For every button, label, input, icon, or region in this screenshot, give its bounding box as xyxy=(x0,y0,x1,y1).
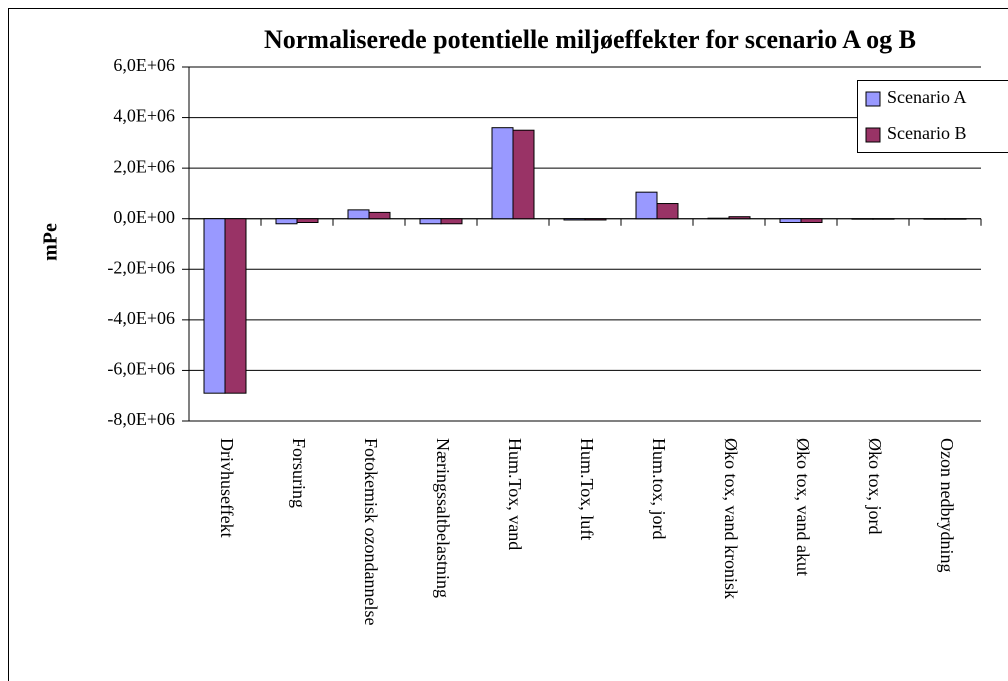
bar xyxy=(512,129,535,220)
bar xyxy=(779,218,802,224)
bar xyxy=(728,216,751,220)
bar xyxy=(296,218,319,224)
x-tick-label: Drivhuseffekt xyxy=(217,438,237,538)
legend-box xyxy=(857,80,1008,153)
x-tick-label: Hum.tox, jord xyxy=(649,438,669,540)
legend-label: Scenario A xyxy=(887,87,966,107)
bar xyxy=(923,218,946,220)
y-tick-label: 2,0E+06 xyxy=(113,156,175,176)
x-tick-label: Øko tox, vand akut xyxy=(793,438,813,576)
x-tick-label: Næringssaltbelastning xyxy=(433,438,453,598)
x-tick-label: Øko tox, vand kronisk xyxy=(721,438,741,599)
bar xyxy=(707,217,730,220)
y-axis-label: mPe xyxy=(40,223,62,261)
bar xyxy=(656,203,679,220)
y-tick-label: 0,0E+00 xyxy=(113,207,175,227)
y-tick-label: -8,0E+06 xyxy=(107,409,175,429)
plot-area xyxy=(189,67,981,421)
bar xyxy=(440,218,463,225)
bar xyxy=(584,218,607,221)
y-tick-label: 4,0E+06 xyxy=(113,106,175,126)
bar xyxy=(203,218,226,394)
bar xyxy=(224,218,247,394)
x-tick-label: Øko tox, jord xyxy=(865,438,885,535)
legend-swatch xyxy=(865,91,881,107)
bar xyxy=(347,209,370,220)
legend-swatch xyxy=(865,127,881,143)
bar xyxy=(491,127,514,220)
y-tick-label: -6,0E+06 xyxy=(107,359,175,379)
x-tick-label: Ozon nedbrydning xyxy=(937,438,957,572)
bar xyxy=(872,218,895,220)
y-tick-label: -4,0E+06 xyxy=(107,308,175,328)
y-tick-label: -2,0E+06 xyxy=(107,257,175,277)
bar xyxy=(419,218,442,225)
x-tick-label: Fotokemisk ozondannelse xyxy=(361,438,381,625)
bar xyxy=(275,218,298,225)
x-tick-label: Hum.Tox, vand xyxy=(505,438,525,550)
bar xyxy=(563,218,586,221)
chart-title: Normaliserede potentielle miljøeffekter … xyxy=(264,25,916,54)
x-tick-label: Forsuring xyxy=(289,438,309,508)
bar xyxy=(851,218,874,220)
bar xyxy=(635,191,658,220)
bar xyxy=(368,211,391,220)
bar xyxy=(800,218,823,224)
legend-label: Scenario B xyxy=(887,123,966,143)
bar xyxy=(944,218,967,220)
y-tick-label: 6,0E+06 xyxy=(113,55,175,75)
x-tick-label: Hum.Tox, luft xyxy=(577,438,597,540)
